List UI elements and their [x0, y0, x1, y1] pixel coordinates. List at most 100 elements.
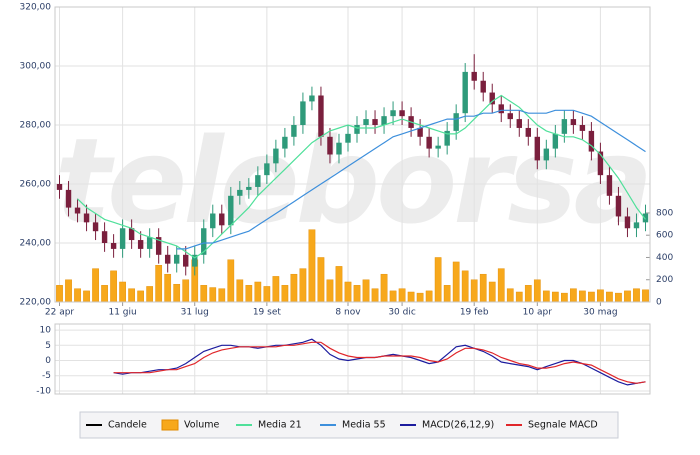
volume-bar [389, 290, 397, 303]
x-tick-label: 30 mag [583, 308, 617, 318]
y-tick-label: -5 [42, 371, 51, 381]
x-tick-label: 30 dic [388, 308, 416, 318]
volume-bar [200, 285, 208, 303]
y2-tick-label: 600 [656, 231, 673, 241]
candle-body [56, 184, 63, 190]
candle-body [489, 92, 495, 105]
y-tick-label: 240,00 [20, 239, 52, 249]
volume-bar [128, 288, 135, 303]
legend-label: Volume [184, 420, 219, 431]
watermark: teleborsa [55, 112, 650, 250]
y2-tick-label: 400 [656, 253, 673, 263]
volume-bar [155, 265, 163, 303]
candle-body [300, 101, 306, 125]
volume-bar [110, 270, 117, 303]
candle-body [435, 145, 441, 149]
volume-bar [506, 288, 514, 303]
x-tick-label: 31 lug [181, 308, 209, 318]
volume-bar [561, 292, 568, 303]
candle-body [642, 213, 649, 223]
candle-body [354, 125, 360, 134]
x-tick-label: 19 set [253, 308, 282, 318]
candle-body [534, 136, 541, 161]
volume-bar [380, 273, 388, 303]
y-tick-label: 300,00 [20, 62, 52, 72]
volume-bar [434, 257, 442, 303]
volume-bar [344, 281, 352, 303]
volume-bar [452, 261, 460, 303]
candle-body [336, 142, 342, 155]
volume-bar [633, 288, 640, 303]
volume-bar [371, 288, 379, 303]
candle-body [183, 254, 189, 267]
candle-body [264, 163, 270, 176]
volume-bar [182, 279, 190, 303]
candle-body [426, 136, 432, 149]
candle-body [318, 95, 324, 137]
plot-frame [54, 6, 651, 303]
candle-body [579, 125, 586, 131]
volume-bar [101, 285, 108, 303]
volume-bar [83, 290, 90, 303]
volume-bar [416, 292, 424, 303]
volume-bar [479, 273, 487, 303]
legend-label: Media 21 [258, 420, 302, 431]
line-series [113, 341, 646, 384]
candle-body [164, 254, 171, 264]
volume-bar [353, 285, 361, 303]
volume-bar [119, 281, 126, 303]
volume-bar [470, 279, 478, 303]
candle-body [498, 104, 504, 114]
candle-body [110, 243, 117, 249]
volume-bar [335, 266, 343, 303]
volume-bar [597, 289, 604, 303]
legend-label: Segnale MACD [528, 420, 598, 431]
candle-body [155, 237, 162, 255]
volume-bar [606, 291, 613, 303]
y2-tick-label: 0 [656, 298, 662, 308]
volume-bar [425, 290, 433, 303]
candle-body [570, 119, 577, 125]
candle-body [516, 119, 522, 128]
candle-body [192, 254, 198, 267]
volume-bar [570, 288, 577, 303]
candle-body [128, 228, 135, 241]
y-tick-label: 10 [40, 326, 52, 336]
volume-bar [488, 281, 496, 303]
legend-label: Candele [108, 420, 147, 431]
candle-body [219, 213, 225, 226]
candle-body [237, 189, 243, 196]
line-series [77, 94, 646, 259]
candle-body [453, 113, 459, 131]
volume-bar [56, 285, 63, 303]
candle-body [65, 189, 72, 208]
candle-body [210, 213, 216, 229]
candle-body [246, 186, 252, 190]
candle-body [597, 151, 604, 176]
legend-label: Media 55 [342, 420, 386, 431]
x-tick-label: 8 nov [335, 308, 361, 318]
candle-body [480, 80, 486, 93]
y-tick-label: 5 [45, 341, 51, 351]
y2-tick-label: 200 [656, 275, 673, 285]
candle-body [282, 136, 288, 149]
volume-bar [272, 276, 280, 303]
macd-frame [54, 323, 651, 395]
candle-body [543, 148, 550, 161]
candle-body [552, 133, 559, 149]
volume-bar [407, 291, 415, 303]
x-tick-label: 11 giu [108, 308, 136, 318]
volume-bar [524, 285, 532, 303]
candle-body [74, 207, 81, 214]
candle-body [507, 113, 513, 120]
legend-label: MACD(26,12,9) [422, 420, 494, 431]
candle-body [255, 175, 261, 187]
volume-bar [236, 279, 244, 303]
candle-body [327, 136, 333, 155]
volume-bar [218, 288, 226, 303]
candle-body [345, 133, 351, 143]
volume-bar [615, 292, 622, 303]
line-series [176, 109, 646, 250]
volume-bar [497, 268, 505, 303]
candle-body [146, 237, 153, 249]
